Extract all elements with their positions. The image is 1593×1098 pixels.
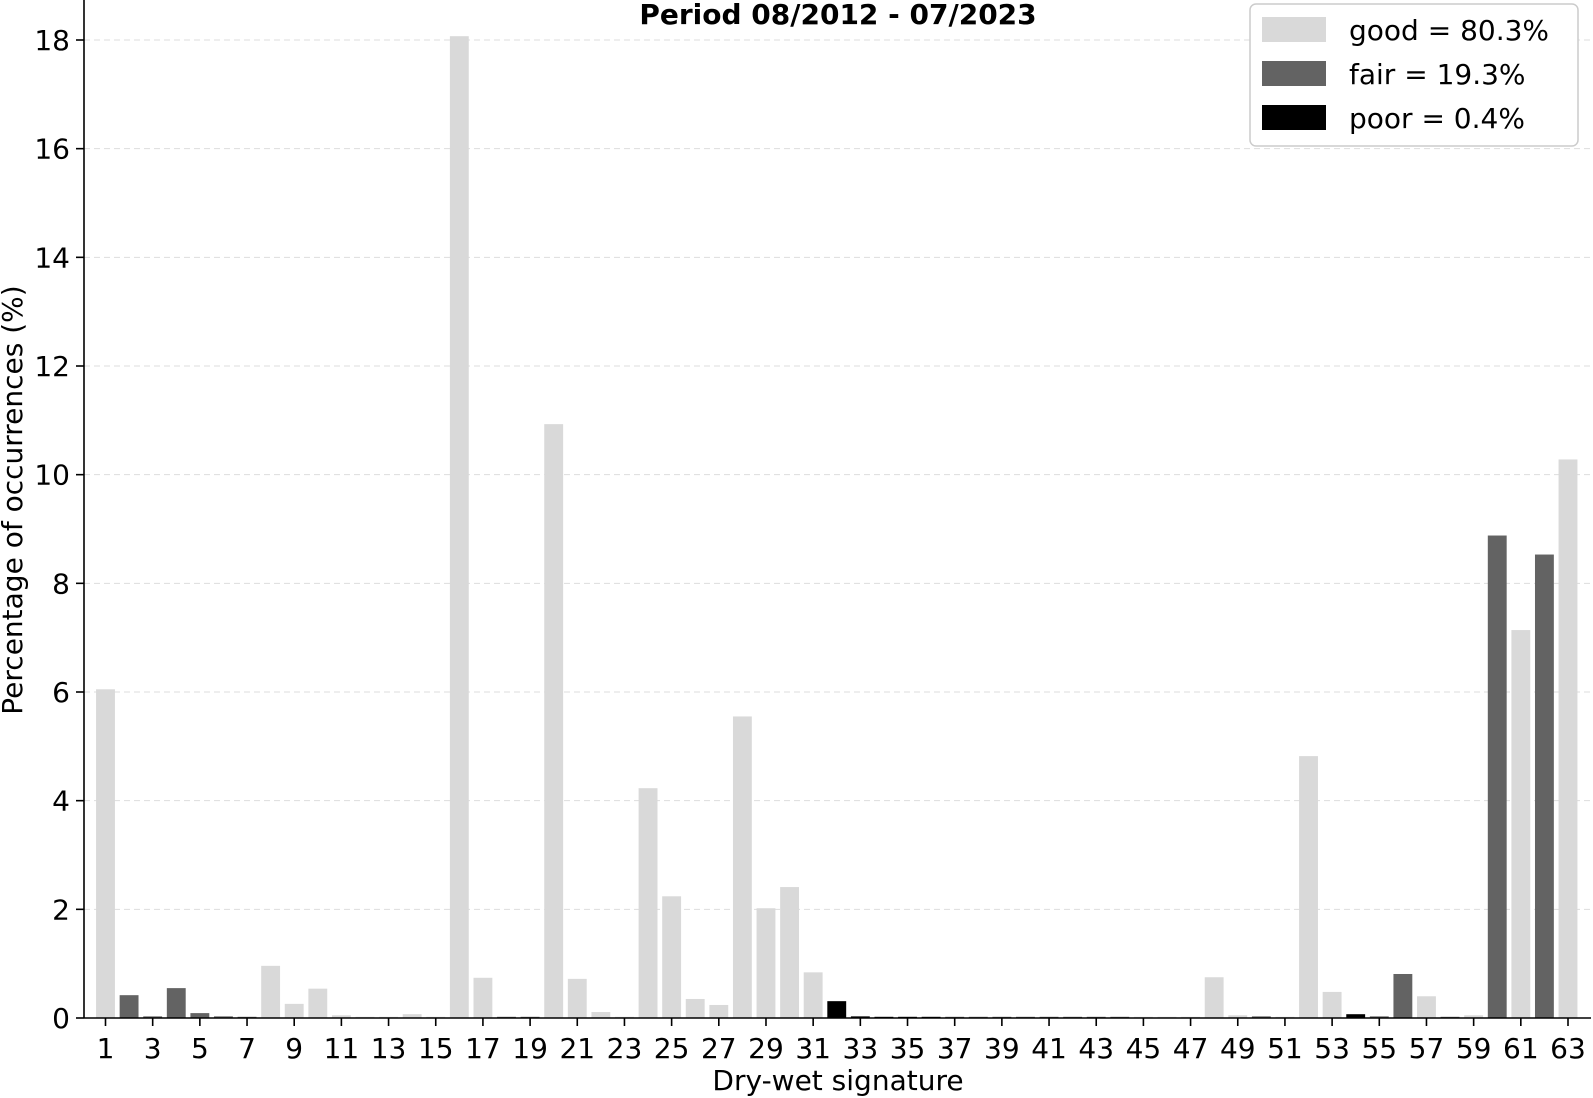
bar-6 [214,1016,233,1018]
bar-16 [449,36,469,1019]
x-tick-label-5: 5 [191,1032,209,1065]
bar-9 [284,1003,304,1018]
bar-3 [143,1016,163,1018]
legend-label-poor: poor = 0.4% [1349,102,1525,135]
x-tick-label-17: 17 [465,1032,501,1065]
x-tick-label-27: 27 [701,1032,737,1065]
legend-label-fair: fair = 19.3% [1349,58,1526,91]
bar-1 [96,689,115,1018]
bar-22 [591,1012,611,1018]
x-tick-label-15: 15 [418,1032,454,1065]
x-tick-label-63: 63 [1550,1032,1586,1065]
y-tick-label-6: 6 [52,676,70,709]
x-tick-label-23: 23 [607,1032,643,1065]
bar-26 [685,998,705,1018]
chart-title: Period 08/2012 - 07/2023 [639,0,1036,31]
bar-53 [1322,991,1342,1018]
y-tick-label-2: 2 [52,893,70,926]
bar-4 [166,988,186,1018]
bar-8 [261,965,281,1018]
x-tick-label-33: 33 [843,1032,879,1065]
x-tick-label-37: 37 [937,1032,973,1065]
x-tick-label-11: 11 [324,1032,360,1065]
x-tick-label-21: 21 [559,1032,595,1065]
x-tick-label-53: 53 [1314,1032,1350,1065]
bar-20 [544,424,564,1018]
x-tick-label-47: 47 [1173,1032,1209,1065]
y-tick-label-12: 12 [34,350,70,383]
y-tick-label-0: 0 [52,1002,70,1035]
bar-33 [850,1016,870,1018]
x-tick-label-57: 57 [1409,1032,1445,1065]
x-tick-label-19: 19 [512,1032,548,1065]
bar-21 [567,978,587,1018]
bar-30 [780,887,800,1018]
x-tick-label-55: 55 [1361,1032,1397,1065]
y-axis-label: Percentage of occurrences (%) [0,285,29,714]
legend-swatch-poor [1262,105,1326,130]
x-tick-label-41: 41 [1031,1032,1067,1065]
x-tick-label-3: 3 [144,1032,162,1065]
y-ticks: 0 2 4 6 8 10 12 14 16 18 [34,24,84,1035]
x-tick-label-61: 61 [1503,1032,1539,1065]
x-tick-label-51: 51 [1267,1032,1303,1065]
y-tick-label-18: 18 [34,24,70,57]
bar-57 [1417,996,1436,1018]
x-tick-label-9: 9 [285,1032,303,1065]
legend-swatch-fair [1262,61,1326,86]
bar-59 [1464,1015,1484,1018]
bar-48 [1204,977,1224,1018]
y-tick-label-16: 16 [34,133,70,166]
bar-32 [827,1001,847,1018]
bar-60 [1487,535,1507,1018]
bar-17 [473,977,493,1018]
bar-50 [1251,1016,1271,1018]
bar-2 [119,995,139,1018]
x-tick-label-59: 59 [1456,1032,1492,1065]
x-ticks: 1 3 5 7 9 11 13 15 17 19 21 23 25 27 29 31 33 35 37 39 41 43 4… [97,1018,1586,1065]
y-tick-label-14: 14 [34,241,70,274]
bar-29 [756,908,776,1018]
bar-49 [1228,1015,1248,1018]
bar-24 [638,788,658,1018]
x-tick-label-1: 1 [97,1032,115,1065]
x-tick-label-25: 25 [654,1032,690,1065]
y-tick-label-8: 8 [52,567,70,600]
bar-14 [402,1014,422,1018]
y-tick-label-10: 10 [34,459,70,492]
bar-5 [190,1013,210,1018]
bar-31 [803,972,823,1018]
x-tick-label-35: 35 [890,1032,926,1065]
bar-62 [1534,554,1554,1018]
bars-layer [96,36,1578,1019]
x-axis-label: Dry-wet signature [712,1064,963,1097]
bar-11 [331,1015,351,1018]
x-tick-label-7: 7 [238,1032,256,1065]
bar-28 [732,716,752,1018]
x-tick-label-45: 45 [1126,1032,1162,1065]
bar-52 [1299,756,1318,1018]
bar-63 [1558,459,1578,1018]
legend: good = 80.3% fair = 19.3% poor = 0.4% [1249,3,1579,147]
x-tick-label-49: 49 [1220,1032,1256,1065]
bar-56 [1393,973,1413,1018]
bar-27 [709,1004,729,1018]
legend-label-good: good = 80.3% [1349,14,1549,47]
bar-10 [308,988,328,1018]
bar-55 [1369,1016,1389,1018]
x-tick-label-31: 31 [795,1032,831,1065]
y-tick-label-4: 4 [52,785,70,818]
x-tick-label-13: 13 [371,1032,407,1065]
legend-swatch-good [1262,17,1326,42]
axes-layer [83,0,1591,1019]
bar-25 [662,896,682,1018]
legend-box [1249,3,1579,147]
x-tick-label-39: 39 [984,1032,1020,1065]
grid-layer [84,39,1591,910]
bar-61 [1511,630,1531,1018]
bar-54 [1346,1014,1366,1018]
x-tick-label-29: 29 [748,1032,784,1065]
x-tick-label-43: 43 [1078,1032,1114,1065]
